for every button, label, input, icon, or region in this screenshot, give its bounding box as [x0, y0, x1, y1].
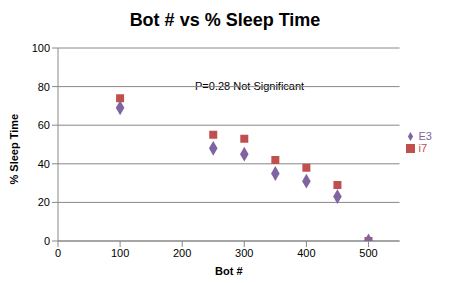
html-text:P=0.28 Not Significant: P=0.28 Not Significant: [195, 80, 305, 92]
svg-text:400: 400: [297, 247, 315, 259]
svg-text:20: 20: [38, 196, 50, 208]
svg-text:0: 0: [44, 235, 50, 247]
html-text:i7: i7: [418, 141, 428, 154]
svg-text:100: 100: [111, 247, 129, 259]
html-text:E3: E3: [418, 129, 432, 142]
svg-text:100: 100: [32, 42, 50, 54]
svg-text:0: 0: [55, 247, 61, 259]
svg-text:Bot #: Bot #: [215, 265, 243, 277]
svg-text:60: 60: [38, 119, 50, 131]
svg-text:500: 500: [359, 247, 377, 259]
svg-text:% Sleep Time: % Sleep Time: [8, 114, 20, 185]
svg-text:40: 40: [38, 158, 50, 170]
svg-text:200: 200: [173, 247, 191, 259]
svg-text:300: 300: [235, 247, 253, 259]
html-text:Bot # vs % Sleep Time: Bot # vs % Sleep Time: [129, 10, 321, 30]
svg-text:80: 80: [38, 81, 50, 93]
